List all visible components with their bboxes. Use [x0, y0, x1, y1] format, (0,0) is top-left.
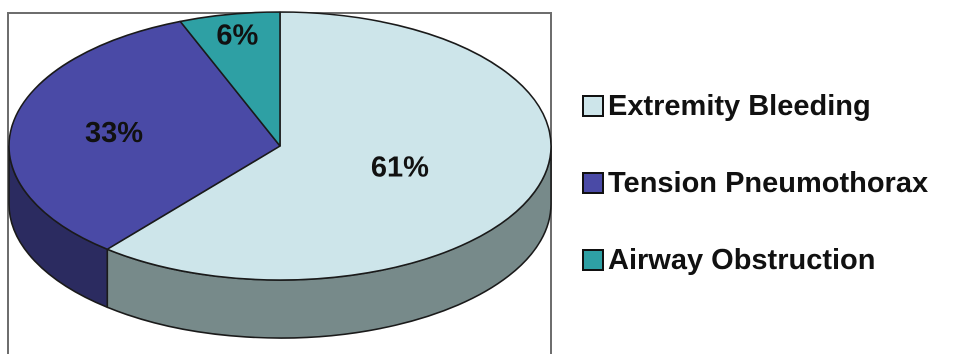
legend-label: Extremity Bleeding: [608, 89, 871, 122]
pie-slice-tension-pneumothorax: [8, 20, 281, 251]
legend-swatch: [582, 249, 604, 271]
pie-slice-airway-obstruction: [179, 11, 281, 147]
pie-slice-extremity-bleeding: [106, 11, 552, 281]
legend-label: Tension Pneumothorax: [608, 166, 929, 199]
chart-legend: Extremity Bleeding Tension Pneumothorax …: [582, 86, 968, 280]
pie-value-label: 6%: [216, 19, 258, 51]
legend-swatch: [582, 95, 604, 117]
legend-label: Airway Obstruction: [608, 243, 876, 276]
legend-item-airway-obstruction: Airway Obstruction: [582, 240, 968, 280]
pie-value-label: 61%: [371, 151, 429, 183]
pie-value-label: 33%: [85, 117, 143, 149]
pie-top-faces: [8, 11, 552, 281]
legend-item-extremity-bleeding: Extremity Bleeding: [582, 86, 968, 126]
pie-value-labels: 61% 33% 6%: [85, 19, 429, 183]
legend-item-tension-pneumothorax: Tension Pneumothorax: [582, 163, 968, 203]
legend-swatch: [582, 172, 604, 194]
